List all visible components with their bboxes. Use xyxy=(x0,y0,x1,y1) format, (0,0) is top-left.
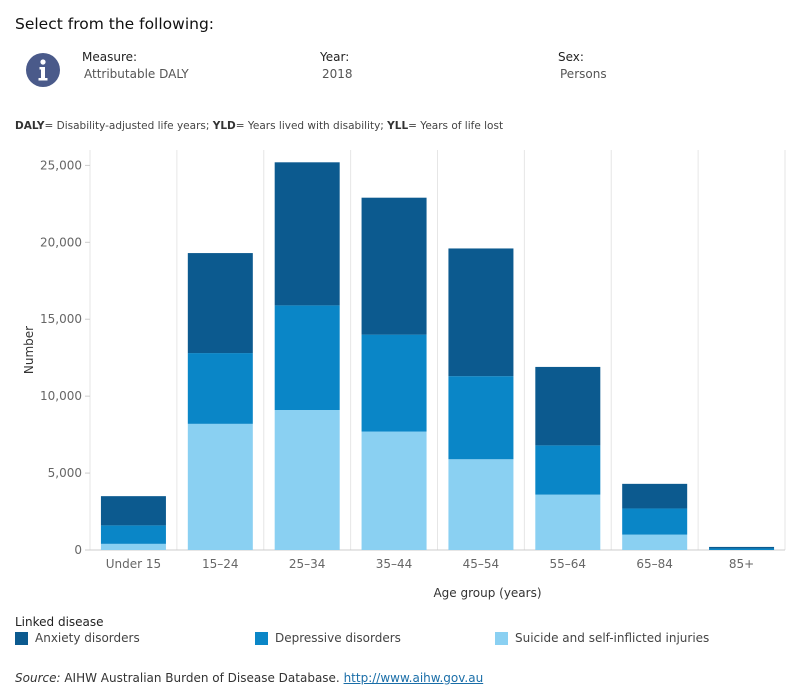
legend-item-depressive[interactable]: Depressive disorders xyxy=(255,631,401,645)
year-value[interactable]: 2018 xyxy=(322,67,353,81)
bar-anxiety-disorders xyxy=(448,248,514,377)
legend-label-depressive: Depressive disorders xyxy=(275,631,401,645)
y-tick-label: 0 xyxy=(74,543,82,557)
bar-anxiety-disorders xyxy=(274,162,340,306)
bar-depressive-disorders xyxy=(448,376,514,460)
bar-suicide-and-self-inflicted-injuries xyxy=(100,543,166,550)
x-tick-label: 55–64 xyxy=(550,557,587,571)
source-prefix: Source: xyxy=(15,671,61,685)
measure-label: Measure: xyxy=(82,50,138,64)
legend-label-anxiety: Anxiety disorders xyxy=(35,631,140,645)
abbr-daly: DALY xyxy=(15,120,45,132)
abbr-yll: YLL xyxy=(387,120,409,132)
bar-suicide-and-self-inflicted-injuries xyxy=(535,494,601,550)
bar-depressive-disorders xyxy=(709,548,775,550)
bar-suicide-and-self-inflicted-injuries xyxy=(187,423,253,550)
y-tick-label: 25,000 xyxy=(40,158,82,172)
bar-anxiety-disorders xyxy=(361,197,427,335)
bar-anxiety-disorders xyxy=(709,546,775,549)
source-text: AIHW Australian Burden of Disease Databa… xyxy=(60,671,344,685)
source-link[interactable]: http://www.aihw.gov.au xyxy=(343,671,484,685)
legend-label-suicide: Suicide and self-inflicted injuries xyxy=(515,631,710,645)
abbr-yld-text: = Years lived with disability; xyxy=(235,120,388,132)
x-tick-label: Under 15 xyxy=(106,557,161,571)
abbreviation-note: DALY= Disability-adjusted life years; YL… xyxy=(15,120,503,132)
bar-depressive-disorders xyxy=(361,334,427,432)
year-label: Year: xyxy=(320,50,350,64)
bar-anxiety-disorders xyxy=(100,496,166,526)
x-tick-label: 45–54 xyxy=(463,557,500,571)
sex-label: Sex: xyxy=(558,50,584,64)
x-axis-title: Age group (years) xyxy=(433,586,541,600)
bar-suicide-and-self-inflicted-injuries xyxy=(361,431,427,550)
legend-item-anxiety[interactable]: Anxiety disorders xyxy=(15,631,140,645)
bar-suicide-and-self-inflicted-injuries xyxy=(622,534,688,550)
bar-depressive-disorders xyxy=(622,508,688,535)
bar-anxiety-disorders xyxy=(535,366,601,446)
x-tick-label: 65–84 xyxy=(636,557,673,571)
x-tick-label: 35–44 xyxy=(376,557,413,571)
y-tick-label: 5,000 xyxy=(48,466,82,480)
legend-swatch-suicide xyxy=(495,631,508,645)
abbr-yll-text: = Years of life lost xyxy=(408,120,504,132)
x-tick-label: 25–34 xyxy=(289,557,326,571)
abbr-yld: YLD xyxy=(212,120,236,132)
bar-depressive-disorders xyxy=(535,445,601,495)
bar-anxiety-disorders xyxy=(187,253,253,354)
bar-depressive-disorders xyxy=(274,305,340,410)
abbr-daly-text: = Disability-adjusted life years; xyxy=(44,120,213,132)
legend-item-suicide[interactable]: Suicide and self-inflicted injuries xyxy=(495,631,709,645)
source-note: Source: AIHW Australian Burden of Diseas… xyxy=(15,671,483,685)
bar-depressive-disorders xyxy=(187,353,253,424)
legend-swatch-depressive xyxy=(255,631,268,645)
bar-suicide-and-self-inflicted-injuries xyxy=(448,459,514,550)
legend-title: Linked disease xyxy=(15,615,104,629)
bar-suicide-and-self-inflicted-injuries xyxy=(274,410,340,550)
measure-value[interactable]: Attributable DALY xyxy=(84,67,189,81)
y-axis-title: Number xyxy=(22,326,36,374)
x-tick-label: 85+ xyxy=(729,557,754,571)
x-tick-label: 15–24 xyxy=(202,557,239,571)
bar-anxiety-disorders xyxy=(622,483,688,509)
sex-value[interactable]: Persons xyxy=(560,67,607,81)
legend-swatch-anxiety xyxy=(15,631,28,645)
y-tick-label: 10,000 xyxy=(40,389,82,403)
stacked-bar-chart: 0 5,000 10,000 15,000 20,000 25,000 Under 15 15… xyxy=(22,150,786,600)
bar-depressive-disorders xyxy=(100,525,166,544)
page-title: Select from the following: xyxy=(15,15,215,33)
info-icon[interactable] xyxy=(26,53,60,87)
y-tick-label: 20,000 xyxy=(40,235,82,249)
y-tick-label: 15,000 xyxy=(40,312,82,326)
